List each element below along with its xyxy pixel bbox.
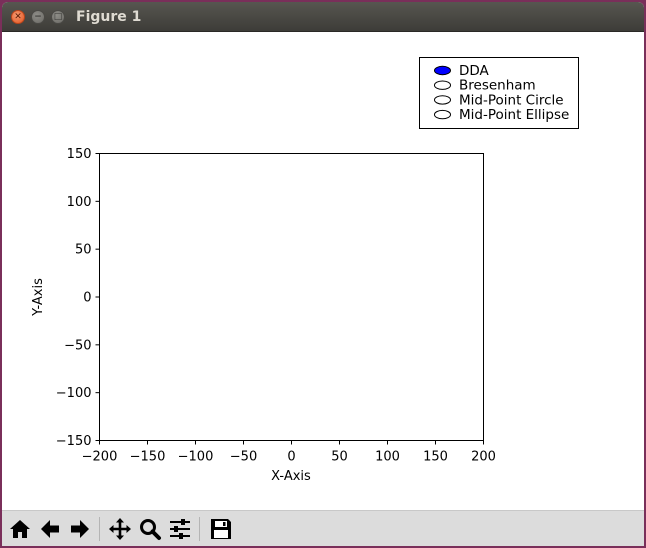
y-tick-label: 50 [75, 243, 92, 258]
radio-option-label: DDA [459, 63, 490, 79]
maximize-icon: □ [53, 11, 63, 22]
y-tick-label: −100 [56, 386, 92, 401]
toolbar-separator [99, 517, 100, 541]
save-button[interactable] [207, 515, 235, 543]
forward-arrow-icon [71, 520, 89, 538]
radio-circle-icon[interactable] [434, 65, 451, 76]
plot-axes[interactable]: −200 −150 −100 −50 0 50 100 150 200 −150−100−500… [31, 147, 496, 484]
radio-circle-icon[interactable] [434, 80, 451, 90]
configure-subplots-icon [170, 519, 190, 539]
y-tick-label: −150 [56, 434, 92, 449]
window-title: Figure 1 [76, 9, 142, 25]
y-tick-label: −50 [64, 338, 91, 353]
x-tick-label: 50 [331, 450, 348, 465]
radio-option-label: Mid-Point Circle [459, 92, 564, 108]
minimize-icon: − [34, 11, 42, 22]
radio-option[interactable]: Mid-Point Circle [434, 92, 564, 108]
radio-circle-icon[interactable] [434, 95, 451, 105]
radio-option[interactable]: Mid-Point Ellipse [434, 107, 570, 123]
figure-canvas[interactable]: DDA Bresenham Mid-Point Circle Mid-Point El… [2, 32, 644, 510]
y-axis-ticks: −150 −100 −50 0 50 100 150 [56, 147, 100, 449]
save-icon [211, 519, 231, 539]
x-tick-label: −150 [130, 450, 166, 465]
y-tick-label: 0 [83, 291, 91, 306]
close-icon: ✕ [14, 11, 22, 22]
x-tick-label: 200 [471, 450, 496, 465]
y-tick-label: 150 [67, 147, 92, 162]
home-icon [10, 520, 30, 538]
minimize-button[interactable]: − [31, 10, 45, 24]
axes-frame [99, 153, 484, 441]
x-tick-label: −50 [230, 450, 257, 465]
pan-icon [109, 518, 131, 540]
forward-button[interactable] [66, 515, 94, 543]
radio-option-label: Mid-Point Ellipse [459, 107, 569, 123]
radio-option[interactable]: Bresenham [434, 78, 536, 94]
toolbar-separator [199, 517, 200, 541]
back-button[interactable] [36, 515, 64, 543]
y-axis-label: Y-Axis [31, 278, 46, 317]
x-axis-label: X-Axis [271, 469, 311, 484]
back-arrow-icon [41, 520, 59, 538]
x-tick-label: −200 [82, 450, 118, 465]
radio-option[interactable]: DDA [434, 63, 490, 79]
subplots-button[interactable] [166, 515, 194, 543]
radio-option-label: Bresenham [459, 78, 536, 94]
y-tick-label: 100 [67, 195, 92, 210]
x-axis-ticks: −200 −150 −100 −50 0 50 100 150 200 [82, 440, 496, 465]
x-tick-label: 150 [423, 450, 448, 465]
radio-circle-icon[interactable] [434, 109, 451, 120]
title-bar[interactable]: ✕ − □ Figure 1 [2, 2, 644, 32]
zoom-button[interactable] [136, 515, 164, 543]
pan-button[interactable] [106, 515, 134, 543]
zoom-icon [140, 519, 161, 540]
x-tick-label: 0 [287, 450, 295, 465]
x-tick-label: 100 [375, 450, 400, 465]
maximize-button[interactable]: □ [51, 10, 65, 24]
navigation-toolbar [2, 510, 644, 546]
home-button[interactable] [6, 515, 34, 543]
x-tick-label: −100 [178, 450, 214, 465]
close-button[interactable]: ✕ [11, 10, 25, 24]
